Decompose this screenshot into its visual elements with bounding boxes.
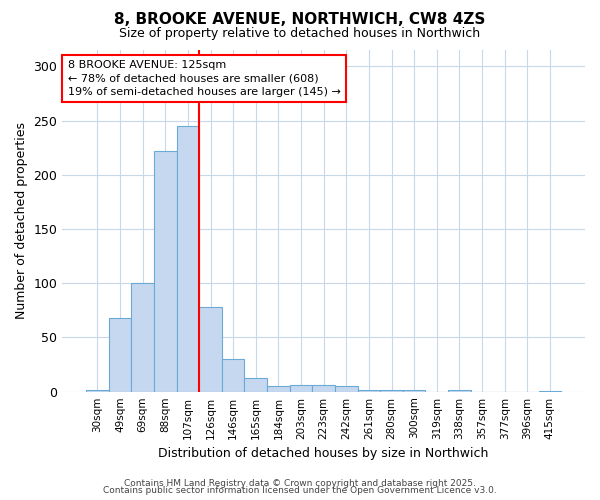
Bar <box>109 318 131 392</box>
Bar <box>313 385 335 392</box>
Text: Contains HM Land Registry data © Crown copyright and database right 2025.: Contains HM Land Registry data © Crown c… <box>124 478 476 488</box>
Bar <box>358 390 380 392</box>
Bar <box>86 390 109 392</box>
Text: Contains public sector information licensed under the Open Government Licence v3: Contains public sector information licen… <box>103 486 497 495</box>
Bar <box>131 283 154 392</box>
Y-axis label: Number of detached properties: Number of detached properties <box>15 122 28 320</box>
Bar <box>448 390 471 392</box>
Bar <box>244 378 267 392</box>
Bar <box>539 390 561 392</box>
Text: 8 BROOKE AVENUE: 125sqm
← 78% of detached houses are smaller (608)
19% of semi-d: 8 BROOKE AVENUE: 125sqm ← 78% of detache… <box>68 60 340 96</box>
Text: 8, BROOKE AVENUE, NORTHWICH, CW8 4ZS: 8, BROOKE AVENUE, NORTHWICH, CW8 4ZS <box>115 12 485 28</box>
Bar <box>335 386 358 392</box>
Text: Size of property relative to detached houses in Northwich: Size of property relative to detached ho… <box>119 28 481 40</box>
Bar <box>380 390 403 392</box>
Bar <box>176 126 199 392</box>
Bar <box>267 386 290 392</box>
Bar <box>154 151 176 392</box>
Bar <box>222 359 244 392</box>
Bar <box>290 385 313 392</box>
Bar <box>199 307 222 392</box>
X-axis label: Distribution of detached houses by size in Northwich: Distribution of detached houses by size … <box>158 447 489 460</box>
Bar <box>403 390 425 392</box>
